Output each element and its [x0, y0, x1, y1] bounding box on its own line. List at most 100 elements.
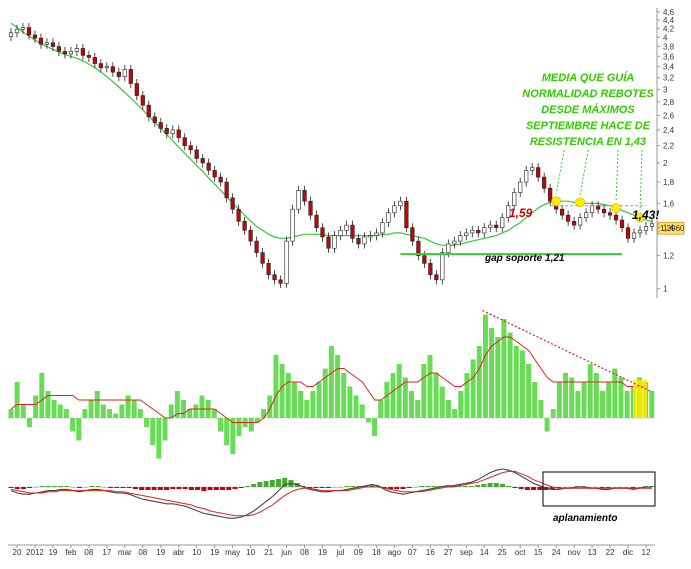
candle-body — [266, 263, 271, 276]
macd-histogram-bar — [232, 487, 238, 489]
oscillator-bar — [612, 368, 618, 418]
oscillator-bar — [310, 391, 316, 418]
candle-body — [128, 69, 133, 84]
macd-histogram-bar — [487, 483, 493, 487]
macd-histogram-bar — [624, 487, 630, 488]
price-tick-label: 3 — [663, 85, 668, 94]
oscillator-bar — [63, 409, 69, 418]
macd-histogram-bar — [238, 487, 244, 488]
price-candle — [218, 172, 223, 187]
oscillator-bar — [513, 346, 519, 418]
candle-body — [392, 205, 397, 214]
price-candle — [344, 220, 349, 235]
macd-histogram-bar — [468, 486, 474, 487]
macd-histogram-bar — [120, 487, 126, 488]
price-tick-label: 2,2 — [663, 142, 675, 151]
price-candle — [266, 258, 271, 280]
price-candle — [50, 38, 56, 52]
candle-body — [536, 167, 541, 178]
macd-histogram-bar — [412, 487, 418, 488]
macd-histogram-bar — [537, 487, 543, 490]
price-candle — [230, 193, 235, 214]
oscillator-bar — [181, 400, 186, 418]
price-candle — [74, 43, 79, 56]
candle-body — [68, 51, 73, 55]
macd-histogram-bar — [332, 487, 338, 488]
price-tick-label: 4 — [663, 33, 668, 42]
macd-histogram-bar — [108, 487, 114, 488]
oscillator-bar — [359, 404, 365, 418]
price-candle — [278, 275, 283, 288]
candle-body — [134, 83, 139, 96]
candle-body — [50, 42, 56, 47]
price-candle — [92, 52, 97, 69]
candle-body — [188, 145, 193, 151]
candle-body — [170, 129, 175, 135]
price-candle — [134, 79, 139, 101]
x-tick-label: 22 — [606, 548, 615, 557]
oscillator-bar — [285, 373, 291, 418]
oscillator-bar — [433, 373, 439, 418]
oscillator-bar — [402, 377, 408, 418]
candle-body — [236, 208, 241, 222]
oscillator-bar — [304, 400, 310, 418]
guide-arrow — [615, 149, 619, 202]
price-panel: 1,3960 — [8, 22, 685, 288]
price-tick-label: 1,8 — [663, 178, 675, 187]
macd-histogram-bar — [599, 487, 605, 488]
price-candle — [625, 223, 631, 243]
price-candle — [248, 225, 253, 246]
candle-body — [296, 190, 301, 210]
price-candle — [542, 172, 547, 193]
x-tick-label: mar — [118, 548, 132, 557]
macd-histogram-bar — [188, 487, 194, 490]
candle-body — [302, 190, 307, 202]
oscillator-bar — [8, 409, 14, 418]
price-candle — [572, 216, 577, 230]
oscillator-bar — [649, 391, 655, 418]
candle-body — [494, 224, 499, 228]
x-tick-label: ago — [388, 548, 402, 557]
guide-arrow — [555, 149, 565, 195]
price-candle — [637, 225, 643, 238]
price-candle — [140, 91, 145, 110]
price-candle — [488, 220, 493, 233]
price-candle — [530, 163, 535, 175]
oscillator-bar — [365, 418, 371, 423]
price-candle — [158, 118, 163, 133]
macd-histogram-bar — [381, 487, 387, 488]
candle-body — [530, 167, 535, 171]
macd-histogram-bar — [182, 487, 188, 489]
macd-histogram-bar — [220, 487, 226, 490]
x-tick-label: 08 — [138, 548, 147, 557]
price-candle — [56, 42, 62, 56]
oscillator-bar — [390, 373, 396, 418]
x-tick-label: feb — [65, 548, 77, 557]
x-tick-label: 15 — [534, 548, 543, 557]
macd-histogram-bar — [157, 487, 163, 490]
oscillator-bar — [544, 418, 550, 432]
macd-histogram-bar — [176, 487, 182, 489]
macd-histogram-bar — [319, 487, 325, 488]
price-candle — [601, 204, 607, 218]
candle-body — [218, 176, 223, 183]
candle-body — [607, 212, 613, 216]
macd-histogram-bar — [325, 487, 331, 488]
macd-histogram-bar — [58, 486, 64, 487]
oscillator-bar — [230, 418, 236, 454]
candle-body — [566, 214, 571, 222]
price-candle — [350, 220, 355, 243]
oscillator-bar — [569, 377, 575, 418]
oscillator-bar — [378, 400, 384, 418]
price-candle — [80, 43, 85, 60]
macd-histogram-bar — [114, 487, 120, 488]
candle-body — [500, 217, 505, 228]
x-tick-label: 2012 — [26, 548, 44, 557]
headline-line-2: NORMALIDAD REBOTES — [522, 88, 654, 100]
price-candle — [518, 177, 523, 198]
resistance-touch-point — [575, 197, 585, 208]
candle-body — [458, 235, 463, 242]
oscillator-bar — [618, 377, 624, 418]
x-tick-label: 07 — [408, 548, 417, 557]
candle-body — [206, 162, 211, 171]
